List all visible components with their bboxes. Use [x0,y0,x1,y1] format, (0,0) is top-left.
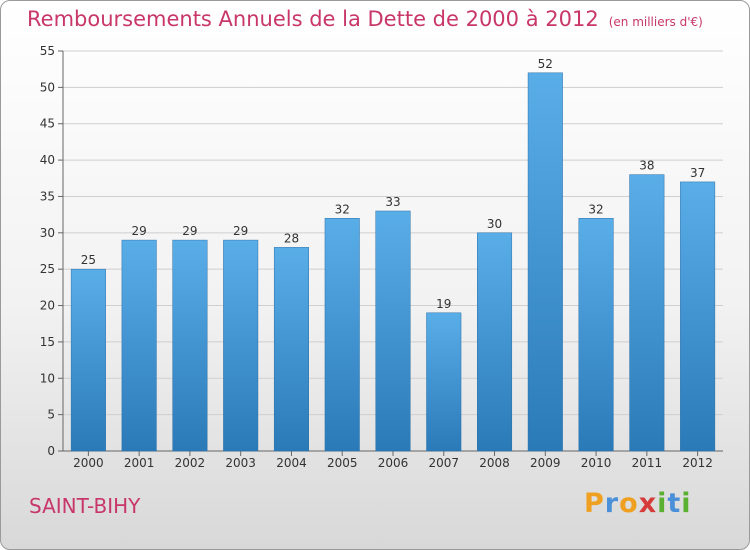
data-label: 37 [690,166,705,180]
chart-title-text: Remboursements Annuels de la Dette de 20… [27,7,599,31]
y-tick-label: 40 [40,153,55,167]
logo-letter: i [681,488,692,519]
y-tick-label: 10 [40,371,55,385]
chart-unit: (en milliers d'€) [608,15,703,29]
x-tick-label: 2001 [124,456,155,470]
bar-2004 [273,247,309,452]
x-tick-label: 2002 [175,456,206,470]
data-labels: 25 29 29 29 28 32 33 19 30 52 32 38 37 [81,57,706,311]
bar-2003 [223,239,259,452]
x-tick-label: 2003 [225,456,256,470]
x-tick-label: 2011 [632,456,663,470]
data-label: 30 [487,217,502,231]
data-label: 25 [81,253,96,267]
y-tick-label: 50 [40,80,55,94]
data-label: 28 [284,231,299,245]
data-label: 33 [385,195,400,209]
data-label: 19 [436,297,451,311]
y-tick-label: 5 [47,408,55,422]
x-tick-label: 2005 [327,456,358,470]
bar-2010 [578,218,614,452]
logo-letter: P [584,488,605,519]
y-tick-label: 55 [40,44,55,58]
bar-2011 [629,174,665,452]
data-label: 32 [335,202,350,216]
y-tick-label: 30 [40,226,55,240]
proxiti-logo[interactable]: Proxiti [584,488,692,519]
bar-2009 [527,72,563,452]
y-tick-label: 15 [40,335,55,349]
bar-2006 [375,210,411,452]
logo-letter: o [619,488,639,519]
bar-2005 [324,218,360,452]
data-label: 32 [588,202,603,216]
x-tick-label: 2006 [378,456,409,470]
bar-2001 [121,239,157,452]
y-tick-label: 20 [40,299,55,313]
bar-2002 [172,239,208,452]
logo-letter: t [667,488,682,519]
y-tick-label: 45 [40,117,55,131]
y-tick-label: 25 [40,262,55,276]
x-tick-label: 2010 [581,456,612,470]
data-label: 29 [233,224,248,238]
chart-title: Remboursements Annuels de la Dette de 20… [27,7,703,31]
x-tick-label: 2000 [73,456,104,470]
data-label: 38 [639,159,654,173]
commune-name: SAINT-BIHY [29,494,141,518]
x-tick-label: 2008 [479,456,510,470]
y-tick-label: 0 [47,444,55,458]
bar-2012 [680,181,716,452]
logo-letter: r [604,488,620,519]
x-tick-label: 2004 [276,456,307,470]
x-tick-label: 2012 [682,456,713,470]
logo-letter: i [657,488,668,519]
x-tick-label: 2007 [428,456,459,470]
data-label: 52 [538,57,553,71]
bars [70,72,716,452]
logo-letter: x [638,488,658,519]
bar-2008 [477,232,513,452]
bar-2000 [70,268,106,452]
x-tick-label: 2009 [530,456,561,470]
data-label: 29 [132,224,147,238]
y-tick-label: 35 [40,189,55,203]
data-label: 29 [182,224,197,238]
bar-2007 [426,312,462,452]
